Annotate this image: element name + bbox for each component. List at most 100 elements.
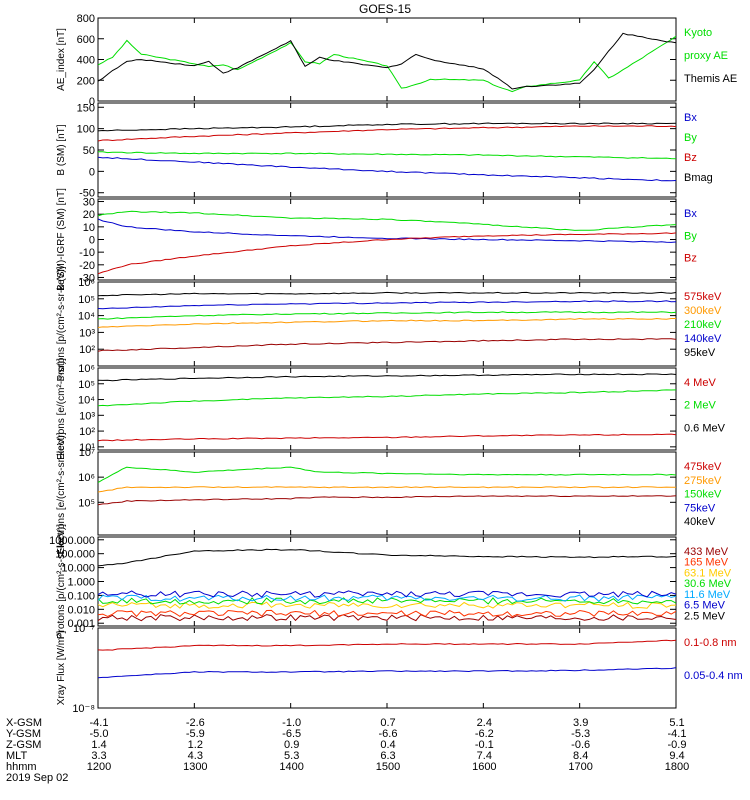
series-line-themis-ae	[98, 32, 676, 90]
footer-value: -0.1	[475, 739, 494, 751]
footer-value: -4.1	[90, 717, 109, 729]
ephemeris-footer: X-GSMY-GSMZ-GSMMLThhmm-4.1-5.01.43.31200…	[6, 717, 689, 784]
legend-entry: 2.5 MeV	[684, 610, 726, 622]
y-tick-label: 10²	[79, 344, 95, 356]
y-tick-label: 10⁻⁷	[73, 623, 95, 635]
y-tick-label: 100.000	[55, 549, 95, 561]
legend-entry: 40keV	[684, 516, 716, 528]
legend-entry: 4 MeV	[684, 377, 716, 389]
panel-frame	[97, 281, 677, 367]
footer-value: 4.3	[188, 750, 203, 762]
series-line-0-05-0-4-nm	[98, 667, 676, 679]
footer-value: 1600	[472, 761, 496, 773]
footer-row-label: Y-GSM	[6, 728, 41, 740]
footer-value: -5.9	[186, 728, 205, 740]
panel-6: 10⁵ 10⁶ 10⁷ Electrons [e/(cm²-s-sr-keV)] 475…	[56, 432, 722, 554]
footer-value: -2.6	[186, 717, 205, 729]
series-line-300kev	[98, 317, 676, 328]
y-tick-label: 10.000	[61, 563, 95, 575]
series-line-433-mev	[98, 614, 676, 622]
y-tick-label: 30	[83, 197, 95, 209]
series-line-275kev	[98, 486, 676, 493]
legend-entry: 2 MeV	[684, 400, 716, 412]
footer-value: 5.3	[284, 750, 299, 762]
y-tick-label: 400	[77, 55, 95, 67]
footer-value: 0.4	[380, 739, 395, 751]
y-tick-label: 0	[89, 166, 95, 178]
legend-entry: proxy AE	[684, 50, 728, 62]
series-line-bx	[98, 218, 676, 243]
legend-entry: Bz	[684, 253, 697, 265]
footer-value: -5.0	[90, 728, 109, 740]
legend-entry: Kyoto	[684, 27, 712, 39]
y-axis-label: Protons [p/(cm²-s-sr-keV)]	[56, 524, 67, 639]
series-line-475kev	[98, 495, 676, 506]
panel-frame	[97, 367, 677, 451]
legend-entry: 275keV	[684, 475, 722, 487]
y-axis-label: AE_index [nT]	[56, 28, 67, 91]
y-tick-label: 0	[89, 235, 95, 247]
series-line-0-1-0-8-nm	[98, 639, 676, 651]
legend-entry: By	[684, 230, 697, 242]
legend-entry: 140keV	[684, 333, 722, 345]
footer-value: 1.4	[91, 739, 106, 751]
panel-5: 10¹ 10² 10³ 10⁴ 10⁵ 10⁶ Electrons [e/(cm²-s-sr…	[56, 358, 726, 460]
legend-entry: 75keV	[684, 502, 716, 514]
plot-title: GOES-15	[359, 2, 411, 16]
y-tick-label: 10³	[79, 410, 95, 422]
y-tick-label: -20	[79, 260, 95, 272]
series-line-6-5-mev	[98, 590, 676, 598]
panel-1: 0 200 400 600 800 AE_index [nT] Kyoto proxy AE T…	[56, 13, 737, 108]
footer-value: 1200	[87, 761, 111, 773]
y-tick-label: -50	[79, 188, 95, 200]
series-line-140kev	[98, 300, 676, 310]
footer-value: -6.5	[282, 728, 301, 740]
footer-value: 1800	[665, 761, 689, 773]
y-tick-label: 10²	[79, 426, 95, 438]
y-tick-label: 10⁶	[78, 472, 95, 484]
y-tick-label: 1.000	[67, 577, 95, 589]
legend-entry: Bx	[684, 208, 697, 220]
y-tick-label: 10¹	[79, 442, 95, 454]
series-line-95kev	[98, 291, 676, 297]
footer-date: 2019 Sep 02	[6, 772, 68, 784]
legend-entry: By	[684, 132, 697, 144]
legend-entry: 0.05-0.4 nm	[684, 670, 743, 682]
legend-entry: Themis AE	[684, 73, 737, 85]
footer-row-label: X-GSM	[6, 717, 42, 729]
panel-frame	[97, 17, 677, 102]
y-tick-label: 200	[77, 75, 95, 87]
y-tick-label: 10	[83, 222, 95, 234]
footer-value: 8.4	[573, 750, 588, 762]
legend-entry: 165 MeV	[684, 557, 729, 569]
footer-value: -6.6	[379, 728, 398, 740]
y-tick-label: 10⁶	[78, 363, 95, 375]
y-tick-label: 10⁵	[78, 379, 95, 391]
legend-entry: 95keV	[684, 347, 716, 359]
series-line-by	[98, 151, 676, 160]
y-tick-label: 10⁵	[78, 294, 95, 306]
footer-value: 7.4	[477, 750, 492, 762]
series-line-4-mev	[98, 433, 676, 442]
panel-4: 10² 10³ 10⁴ 10⁵ 10⁶ Protons [p/(cm²-s-sr-keV)…	[56, 266, 722, 381]
y-tick-label: 10⁶	[78, 277, 95, 289]
panel-frame	[97, 451, 677, 536]
footer-value: 1500	[376, 761, 400, 773]
legend-entry: 210keV	[684, 319, 722, 331]
panel-8: 10⁻⁸ 10⁻⁷ Xray Flux [W/m²] 0.1-0.8 nm 0.05-0…	[56, 623, 743, 715]
series-line-bz	[98, 232, 676, 275]
y-axis-label: Xray Flux [W/m²]	[56, 631, 67, 706]
panel-frame	[97, 102, 677, 198]
y-tick-label: 800	[77, 13, 95, 25]
footer-value: 1700	[568, 761, 592, 773]
footer-value: -4.1	[668, 728, 687, 740]
y-tick-label: 10⁴	[78, 395, 95, 407]
series-line-210kev	[98, 311, 676, 320]
footer-value: 1300	[183, 761, 207, 773]
footer-value: 3.3	[91, 750, 106, 762]
footer-value: 1.2	[188, 739, 203, 751]
series-line-0-6-mev	[98, 373, 676, 382]
